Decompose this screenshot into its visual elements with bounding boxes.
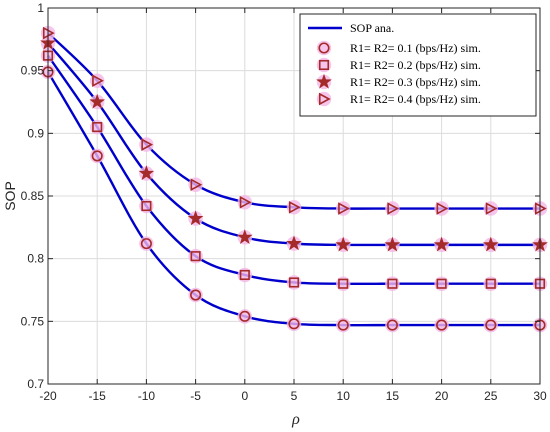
y-tick-label: 0.9 — [27, 126, 44, 140]
series-2-marker-halo — [237, 267, 253, 283]
series-1-marker — [239, 310, 251, 322]
series-2-marker — [485, 278, 496, 289]
series-2-marker — [141, 200, 152, 212]
series-3-marker — [482, 236, 499, 252]
series-2-marker-halo — [139, 198, 154, 214]
series-1-marker — [337, 319, 349, 331]
y-axis-label: SOP — [2, 181, 18, 211]
series-4-marker — [239, 195, 252, 209]
x-tick-label: 30 — [533, 389, 547, 403]
series-1-marker — [190, 289, 202, 301]
series-2-marker-halo — [483, 276, 499, 291]
series-4-marker — [436, 202, 449, 215]
x-tick-label: -5 — [190, 389, 201, 403]
x-tick-label: -10 — [138, 389, 156, 403]
series-2-marker — [387, 278, 398, 289]
series-3-marker — [286, 235, 302, 251]
series-2-marker-halo — [385, 276, 400, 291]
series-1-marker — [288, 318, 300, 330]
series-3-marker — [433, 236, 450, 252]
x-tick-label: 5 — [291, 389, 298, 403]
series-2-marker — [92, 122, 103, 133]
series-4-marker — [190, 178, 203, 192]
series-line-1 — [46, 71, 540, 327]
y-tick-label: 0.95 — [21, 64, 45, 78]
legend-marker-4 — [318, 92, 331, 106]
y-tick-label: 0.75 — [21, 314, 45, 328]
x-tick-label: -15 — [89, 389, 107, 403]
y-tick-label: 1 — [37, 1, 44, 15]
series-2-marker-halo — [335, 276, 351, 291]
series-2-marker-halo — [89, 119, 105, 135]
series-1-marker — [140, 238, 152, 250]
legend-marker-3 — [316, 73, 332, 89]
y-tick-label: 0.7 — [27, 377, 44, 391]
legend: SOP ana. R1= R2= 0.1 (bps/Hz) sim. R1= R2=… — [299, 13, 537, 117]
y-tick-label: 0.85 — [21, 189, 45, 203]
series-1-marker — [386, 319, 398, 331]
x-tick-label: 0 — [241, 389, 248, 403]
series-3-marker — [384, 236, 401, 252]
series-2-marker-halo — [434, 276, 449, 291]
series-4-marker — [288, 200, 301, 214]
series-2-marker — [338, 278, 349, 289]
legend-label-3: R1= R2= 0.3 (bps/Hz) sim. — [350, 75, 481, 89]
x-axis-label: ρ — [291, 411, 300, 428]
series-3-marker — [187, 210, 204, 226]
series-4-marker — [338, 202, 350, 215]
series-1-marker — [91, 150, 103, 162]
series-3-marker — [335, 236, 352, 252]
legend-label-2: R1= R2= 0.2 (bps/Hz) sim. — [350, 58, 481, 72]
x-tick-label: 20 — [435, 389, 449, 403]
series-4-marker — [92, 74, 104, 88]
series-4-marker — [141, 138, 154, 151]
legend-marker-2 — [318, 59, 330, 71]
axis-ticks: -20 -15 -10 -5 0 5 10 15 20 25 30 0.7 0.75 0.8 0.85 0.9… — [21, 1, 547, 403]
legend-box — [299, 13, 537, 117]
series-1-marker — [436, 319, 448, 331]
legend-label-1: R1= R2= 0.1 (bps/Hz) sim. — [350, 41, 481, 55]
x-tick-label: 15 — [386, 389, 400, 403]
legend-marker-2-halo — [316, 57, 332, 73]
series-3-marker — [138, 165, 155, 181]
series-2-marker-halo — [188, 248, 203, 264]
series-2-marker — [436, 278, 447, 289]
series-3-marker — [236, 229, 253, 245]
series-4-marker — [485, 202, 498, 215]
x-tick-label: 25 — [484, 389, 498, 403]
series-1-marker — [485, 319, 497, 331]
series-3-marker — [89, 93, 106, 109]
y-tick-label: 0.8 — [27, 252, 44, 266]
series-2-marker — [190, 251, 201, 262]
series-2-marker — [239, 269, 250, 281]
x-tick-label: 10 — [337, 389, 351, 403]
legend-marker-1 — [318, 42, 330, 54]
legend-label-analytic: SOP ana. — [350, 21, 394, 35]
series-line-2 — [47, 54, 540, 286]
series-2-marker-halo — [286, 275, 302, 290]
series-2-marker — [288, 277, 300, 288]
series-markers — [40, 25, 548, 333]
legend-label-4: R1= R2= 0.4 (bps/Hz) sim. — [350, 92, 481, 106]
series-4-marker — [387, 202, 400, 215]
x-tick-label: -20 — [39, 389, 57, 403]
